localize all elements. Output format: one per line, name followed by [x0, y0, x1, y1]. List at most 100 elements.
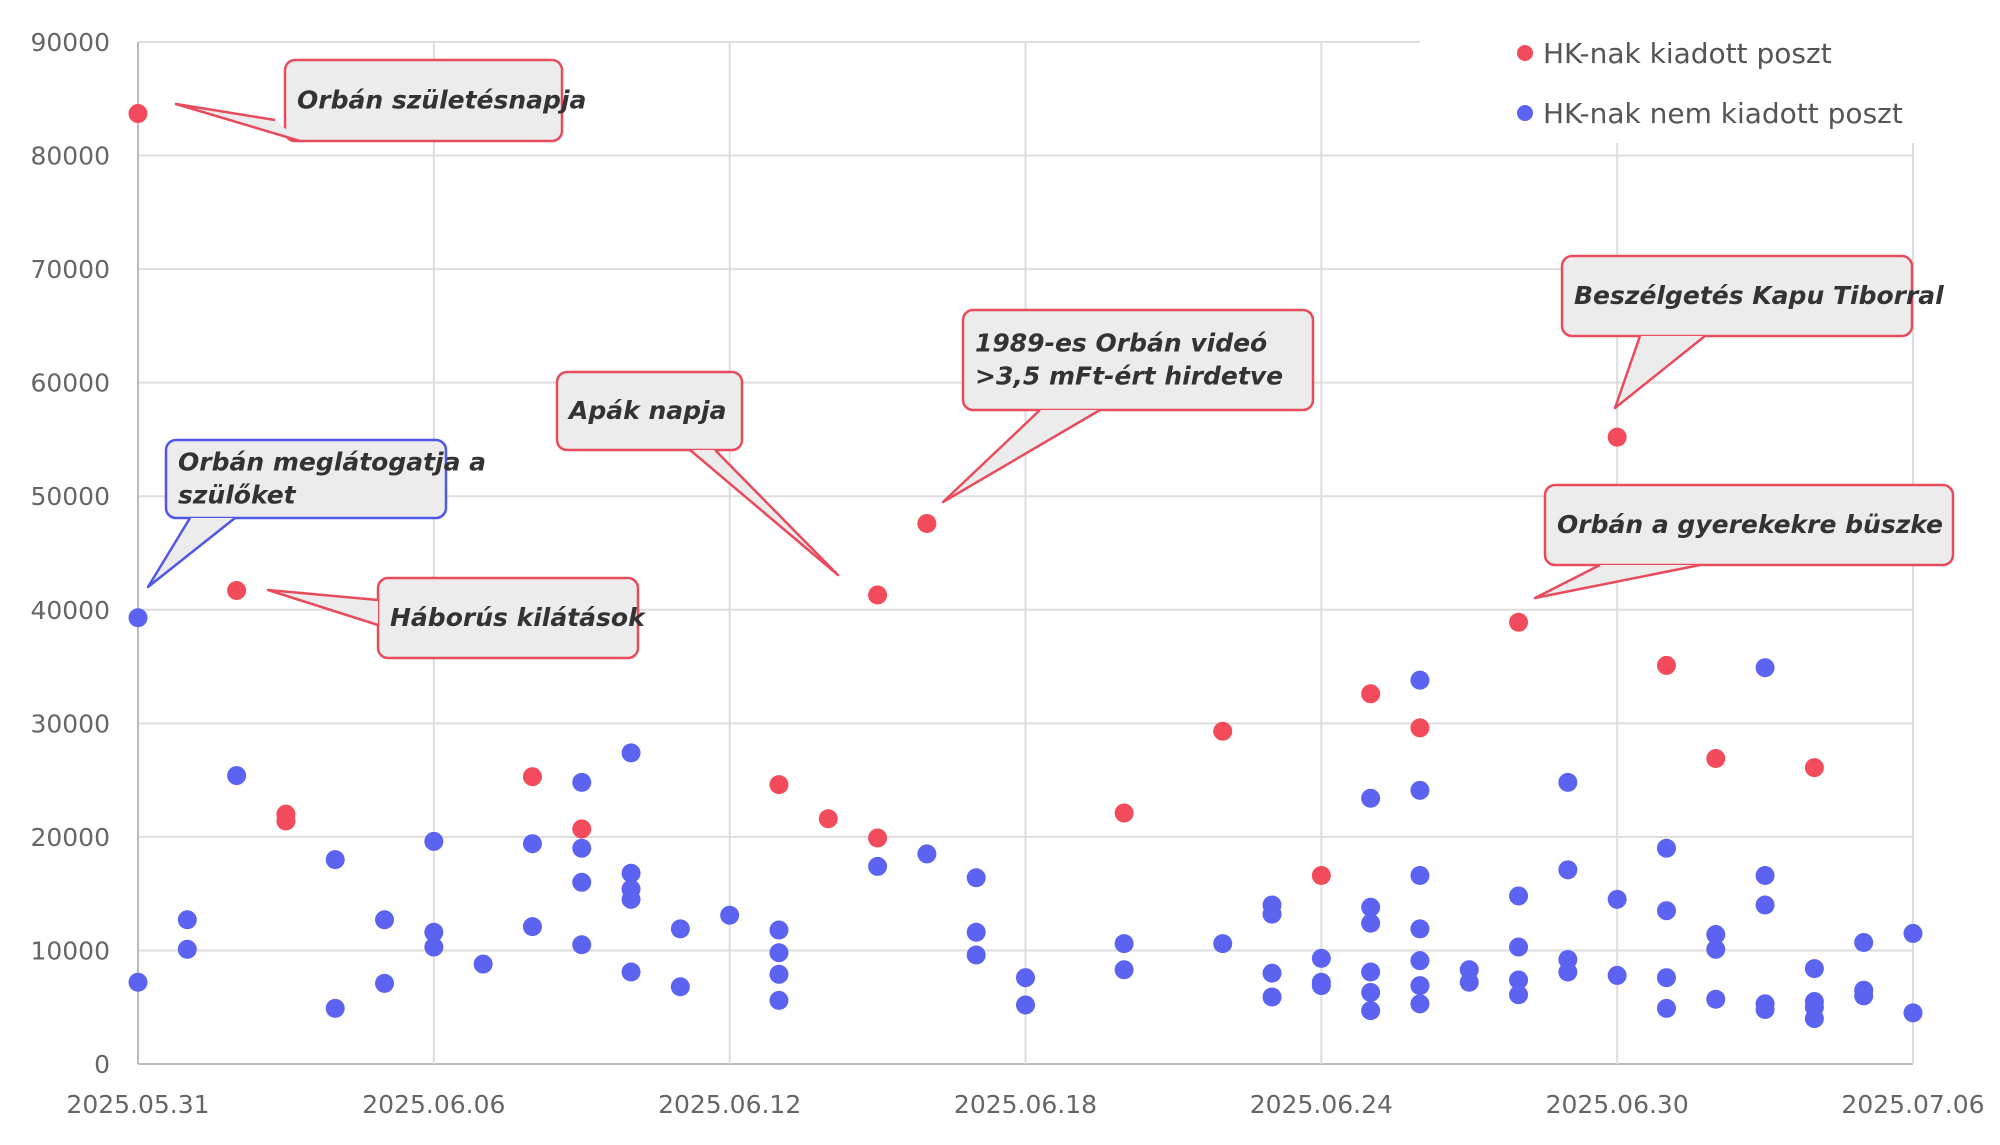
callout-box — [1543, 483, 1955, 567]
y-tick-label: 70000 — [30, 255, 110, 284]
data-point — [1509, 985, 1529, 1005]
data-point — [1903, 923, 1923, 943]
y-tick-label: 30000 — [30, 709, 110, 738]
y-tick-label: 60000 — [30, 369, 110, 398]
legend-label: HK-nak nem kiadott poszt — [1543, 97, 1903, 130]
data-point — [1410, 994, 1430, 1014]
data-point — [1410, 951, 1430, 971]
data-point — [1509, 937, 1529, 957]
data-point — [1262, 987, 1282, 1007]
data-point — [868, 585, 888, 605]
data-point — [522, 834, 542, 854]
callout-box — [1560, 254, 1914, 338]
data-point — [1509, 970, 1529, 990]
data-point — [128, 972, 148, 992]
data-point — [1361, 897, 1381, 917]
data-point — [1656, 901, 1676, 921]
callout-text: Háborús kilátások — [390, 603, 646, 632]
data-point — [1016, 995, 1035, 1015]
data-point — [966, 922, 986, 942]
data-point — [1410, 976, 1430, 996]
data-point — [1755, 658, 1775, 678]
y-tick-label: 10000 — [30, 936, 110, 965]
data-point — [1607, 965, 1627, 985]
data-point — [1410, 919, 1430, 939]
data-point — [572, 872, 592, 892]
data-point — [424, 937, 444, 957]
data-point — [572, 935, 592, 955]
data-point — [1804, 959, 1824, 979]
callout-text: Apák napja — [567, 396, 726, 425]
data-point — [1410, 780, 1430, 800]
data-point — [572, 772, 592, 792]
callout-pointer-outline — [689, 449, 840, 577]
data-point — [1854, 986, 1874, 1006]
callout-text: Beszélgetés Kapu Tiborral — [1574, 281, 1944, 310]
data-point — [917, 513, 937, 533]
data-point — [1114, 960, 1134, 980]
data-point — [868, 828, 888, 848]
data-point — [1262, 963, 1282, 983]
data-point — [1410, 670, 1430, 690]
data-point — [1361, 962, 1381, 982]
data-point — [1558, 772, 1578, 792]
x-tick-label: 2025.06.24 — [1250, 1090, 1393, 1119]
callout-4: Apák napja — [555, 370, 840, 577]
data-point — [1656, 655, 1676, 675]
data-point — [424, 831, 444, 851]
data-point — [177, 910, 197, 930]
data-point — [1361, 684, 1381, 704]
y-tick-label: 50000 — [30, 482, 110, 511]
callout-3: Háborús kilátások — [266, 576, 646, 660]
data-point — [1755, 999, 1775, 1019]
data-point — [1706, 989, 1726, 1009]
data-point — [1114, 934, 1134, 954]
data-point — [128, 608, 148, 628]
data-point — [1607, 889, 1627, 909]
data-point — [769, 964, 789, 984]
callout-5: 1989-es Orbán videó >3,5 mFt-ért hirdetve — [941, 308, 1315, 504]
data-point — [522, 917, 542, 937]
data-point — [917, 844, 937, 864]
series-1 — [128, 104, 1824, 885]
data-point — [769, 920, 789, 940]
data-point — [670, 919, 690, 939]
data-point — [1410, 718, 1430, 738]
data-point — [1361, 1001, 1381, 1021]
callout-text: Orbán a gyerekekre büszke — [1557, 510, 1943, 539]
data-point — [1607, 427, 1627, 447]
annotations: Orbán születésnapja Orbán meglátogatja a s… — [146, 58, 1955, 660]
data-point — [1311, 865, 1331, 885]
callout-7: Orbán a gyerekekre büszke — [1533, 483, 1955, 600]
data-point — [1755, 865, 1775, 885]
data-point — [1558, 962, 1578, 982]
legend: HK-nak kiadott poszt HK-nak nem kiadott p… — [1420, 18, 1960, 143]
series-2 — [128, 608, 1923, 1029]
data-point — [621, 889, 641, 909]
data-point — [670, 977, 690, 997]
data-point — [424, 922, 444, 942]
data-point — [1903, 1003, 1923, 1023]
data-point — [1016, 968, 1035, 988]
data-point — [325, 850, 345, 870]
data-point — [1656, 968, 1676, 988]
y-tick-label: 90000 — [30, 28, 110, 57]
data-point — [621, 863, 641, 883]
callout-box — [164, 438, 448, 520]
data-point — [128, 104, 148, 124]
x-tick-label: 2025.06.18 — [954, 1090, 1097, 1119]
data-point — [177, 939, 197, 959]
data-point — [769, 990, 789, 1010]
y-tick-label: 40000 — [30, 596, 110, 625]
data-point — [522, 767, 542, 787]
data-point — [966, 868, 986, 888]
data-point — [375, 973, 395, 993]
data-point — [473, 954, 493, 974]
data-point — [621, 962, 641, 982]
data-point — [1706, 925, 1726, 945]
data-point — [621, 743, 641, 763]
data-point — [1706, 939, 1726, 959]
callout-box — [961, 308, 1315, 412]
legend-marker — [1517, 105, 1533, 121]
x-tick-label: 2025.06.30 — [1546, 1090, 1689, 1119]
